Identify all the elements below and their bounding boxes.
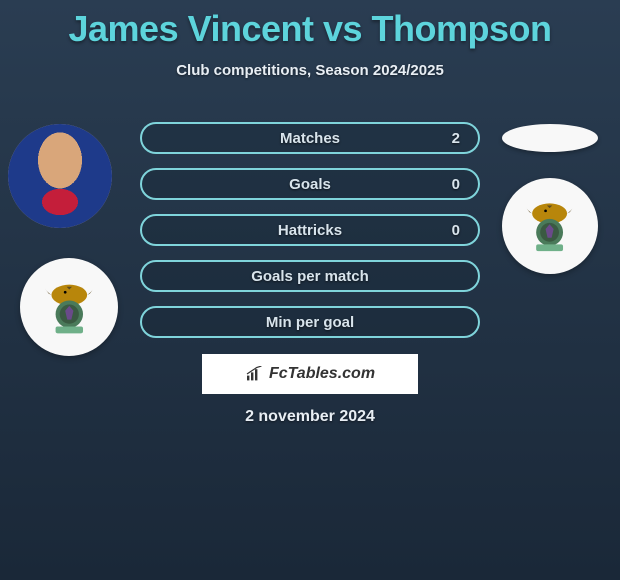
subtitle-text: Club competitions, Season 2024/2025 [0, 62, 620, 79]
stat-row-min-per-goal: Min per goal [140, 306, 480, 338]
date-text: 2 november 2024 [0, 408, 620, 426]
stats-container: Matches 2 Goals 0 Hattricks 0 Goals per … [140, 122, 480, 352]
player-photo-right-placeholder [502, 124, 598, 152]
club-badge-left [20, 258, 118, 356]
branding-text: FcTables.com [269, 365, 375, 383]
stat-label: Hattricks [278, 222, 342, 239]
branding-box: FcTables.com [202, 354, 418, 394]
stat-row-goals: Goals 0 [140, 168, 480, 200]
stat-value: 0 [452, 222, 460, 239]
stat-label: Matches [280, 130, 340, 147]
comparison-title: James Vincent vs Thompson [0, 0, 620, 50]
club-crest-icon [35, 273, 104, 342]
stat-value: 2 [452, 130, 460, 147]
stat-value: 0 [452, 176, 460, 193]
stat-label: Goals per match [251, 268, 369, 285]
stat-label: Min per goal [266, 314, 354, 331]
stat-row-matches: Matches 2 [140, 122, 480, 154]
club-badge-right [502, 178, 598, 274]
player-photo-left [8, 124, 112, 228]
stat-row-goals-per-match: Goals per match [140, 260, 480, 292]
chart-icon [245, 366, 265, 382]
club-crest-icon [516, 192, 583, 259]
stat-label: Goals [289, 176, 331, 193]
stat-row-hattricks: Hattricks 0 [140, 214, 480, 246]
